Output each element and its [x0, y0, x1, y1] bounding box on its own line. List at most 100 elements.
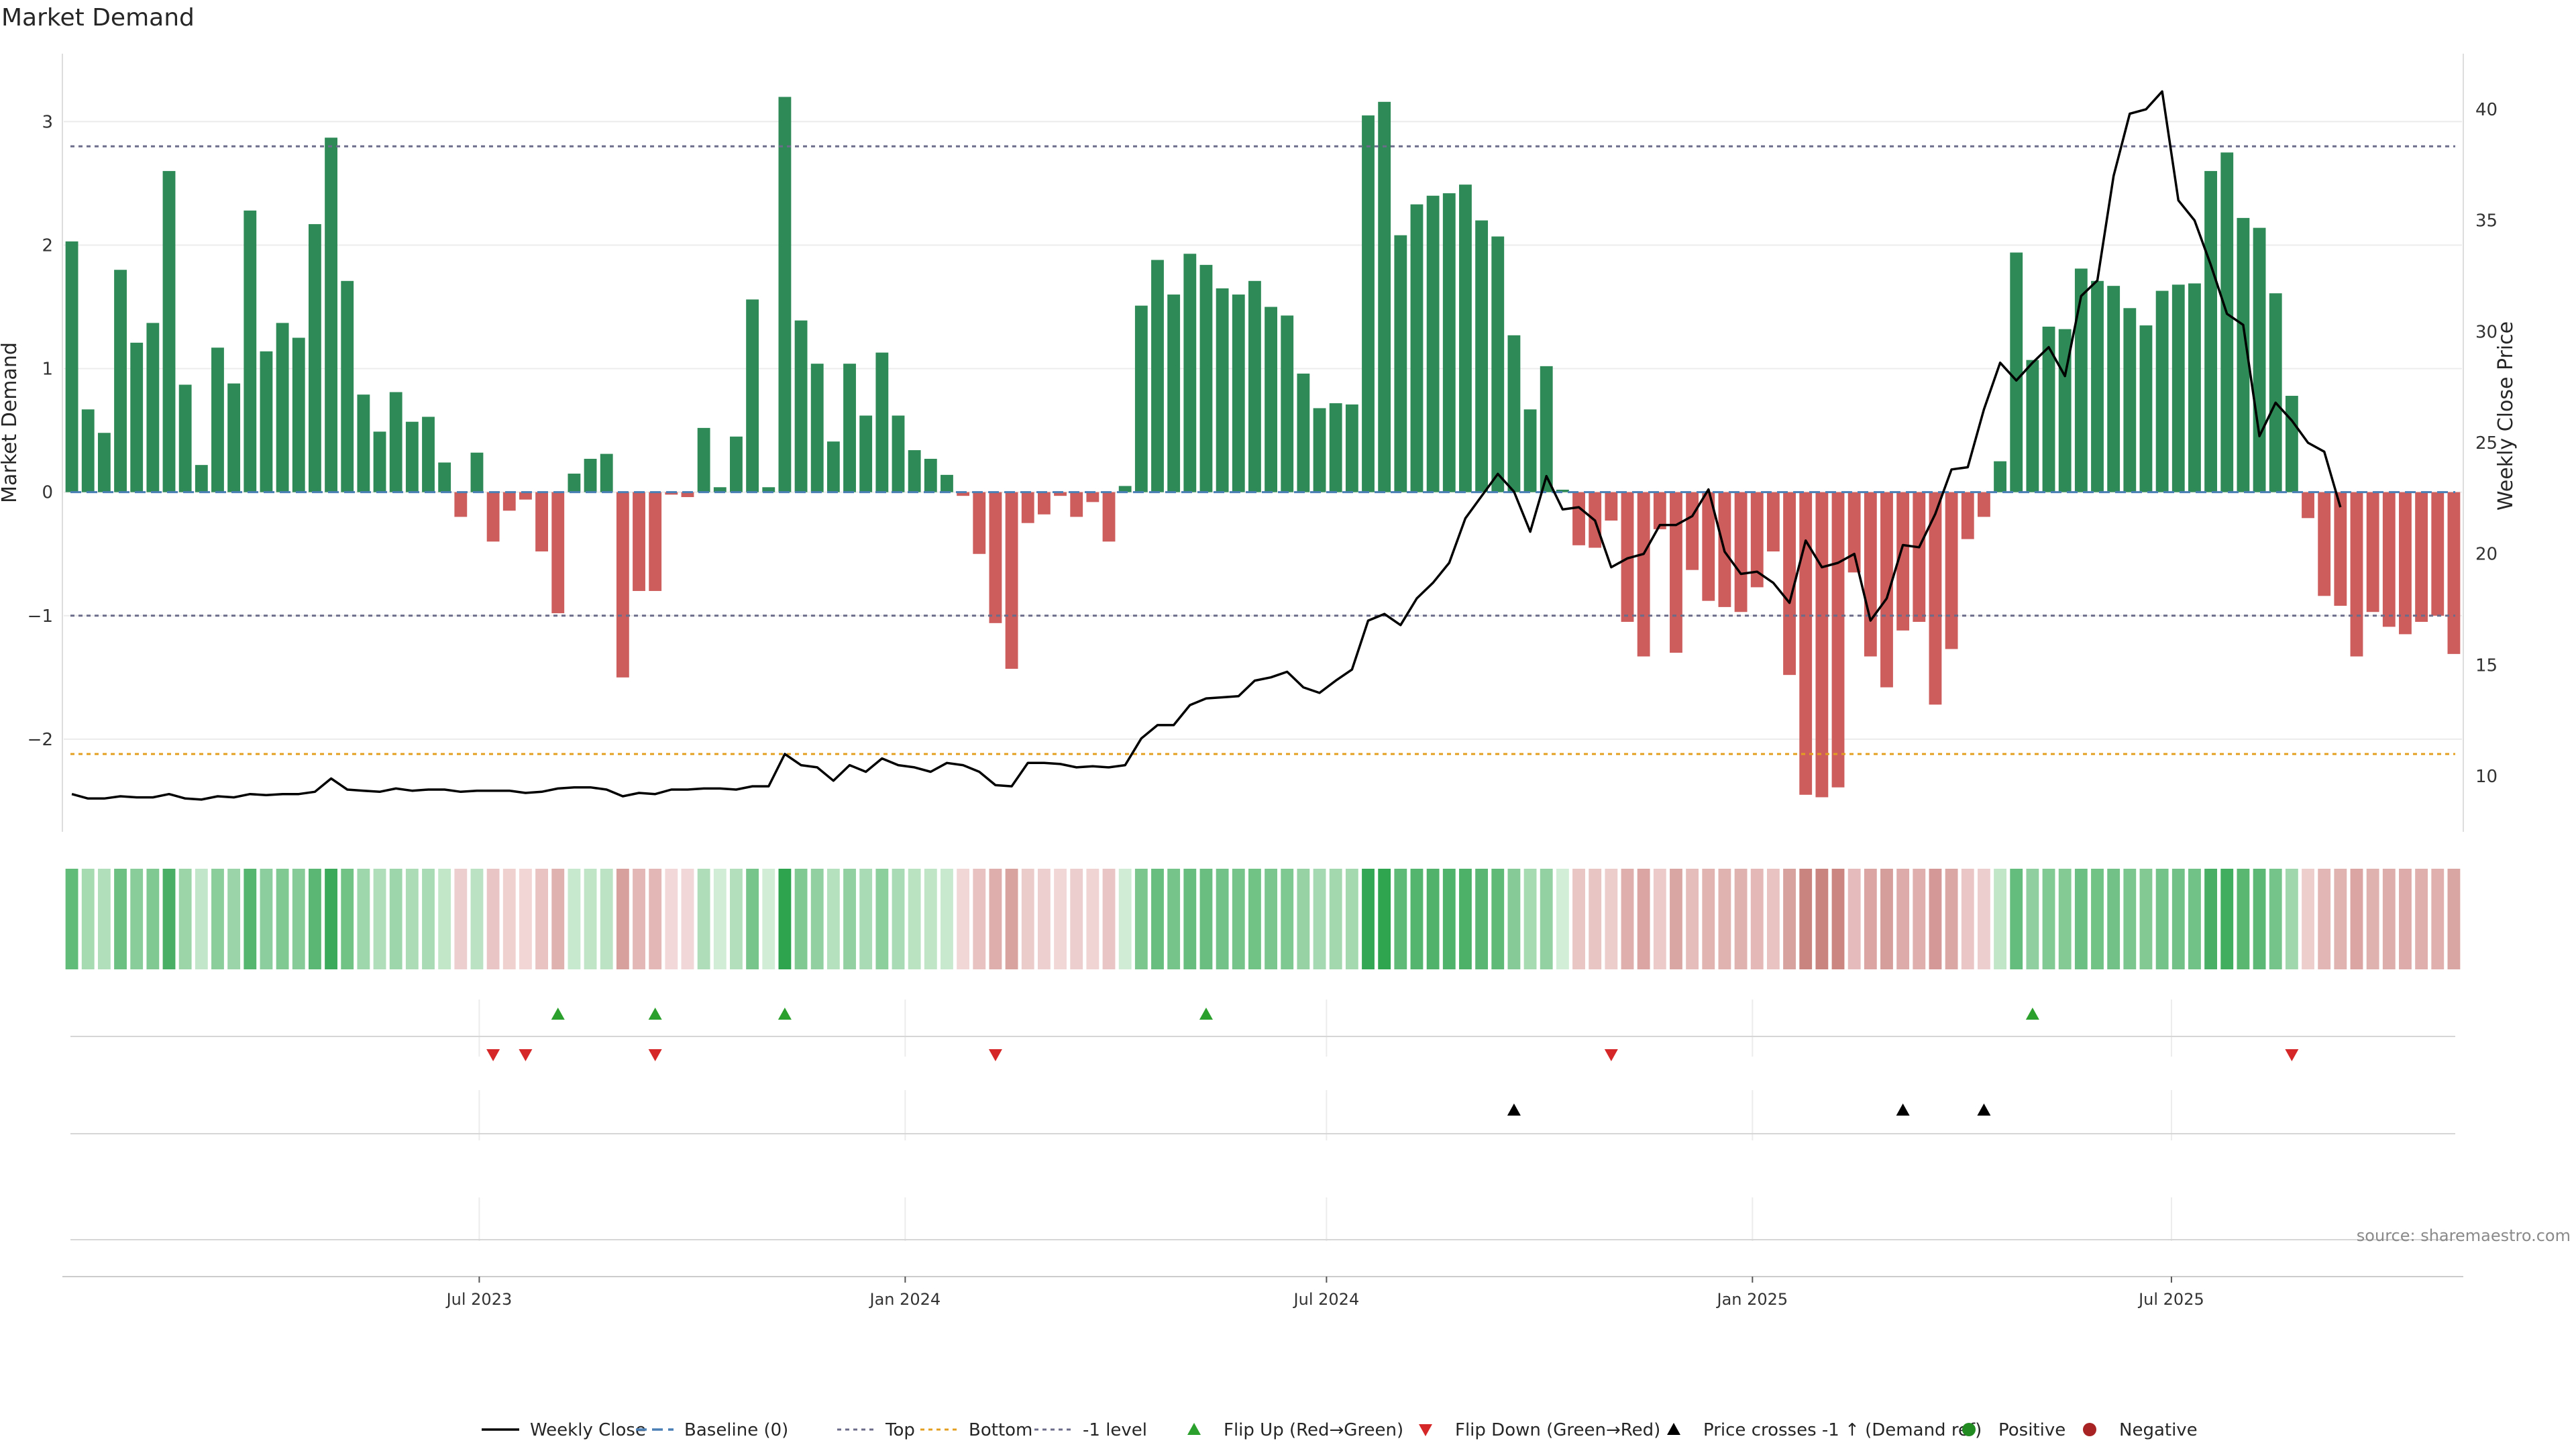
legend-swatch-flip-down [1419, 1424, 1432, 1436]
heat-cell [843, 869, 856, 969]
demand-bar [2237, 217, 2250, 492]
heat-cell [2010, 869, 2023, 969]
demand-bar [227, 383, 241, 492]
demand-bar [1459, 184, 1472, 492]
demand-bar [1281, 315, 1294, 492]
demand-bar [2302, 492, 2314, 519]
heat-cell [826, 869, 840, 969]
heat-cell [1329, 869, 1342, 969]
demand-bar [1799, 492, 1813, 795]
demand-bar [2155, 290, 2169, 492]
heat-cell [973, 869, 986, 969]
legend-item: Price crosses -1 ↑ (Demand ref) [1667, 1420, 1982, 1440]
demand-bar [1265, 307, 1277, 492]
heat-cell [1491, 869, 1505, 969]
heat-cell [162, 869, 176, 969]
x-tick-label: Jul 2024 [1293, 1290, 1360, 1309]
demand-bar [2074, 268, 2088, 492]
heat-cell [1750, 869, 1764, 969]
heat-cell [2399, 869, 2412, 969]
heat-cell [551, 869, 565, 969]
demand-bar [1070, 492, 1083, 517]
heat-cell [2237, 869, 2250, 969]
legend-swatch-positive [1962, 1423, 1976, 1436]
demand-bar [1005, 492, 1018, 669]
heat-cell [81, 869, 95, 969]
heat-cell [1896, 869, 1910, 969]
flip-down-marker [1604, 1049, 1618, 1061]
price-cross-marker [1896, 1104, 1910, 1116]
heat-cell [519, 869, 532, 969]
demand-bar [357, 394, 370, 492]
heat-cell [178, 869, 192, 969]
demand-bar [957, 492, 970, 496]
heat-cell [1637, 869, 1650, 969]
heat-cell [1021, 869, 1034, 969]
demand-bar [746, 299, 759, 492]
demand-bar [1134, 305, 1148, 492]
x-axis: Jul 2023 Jan 2024 Jul 2024 Jan 2025 Jul 2025 [62, 1276, 2463, 1309]
demand-bar [1945, 492, 1958, 649]
heat-cell [810, 869, 824, 969]
heat-cell [1410, 869, 1424, 969]
demand-bar [1605, 492, 1618, 521]
flip-up-marker [2025, 1008, 2039, 1020]
y-tick-label: −2 [28, 730, 53, 750]
heat-cell [1313, 869, 1326, 969]
demand-bar [1362, 115, 1375, 492]
heat-cell [2107, 869, 2121, 969]
heat-cell [697, 869, 710, 969]
y-tick-label: 0 [42, 483, 53, 503]
demand-bar [730, 436, 743, 492]
demand-bar [1621, 492, 1634, 622]
demand-bar [1847, 492, 1861, 573]
heat-cell [2285, 869, 2298, 969]
heat-cell [1718, 869, 1731, 969]
heat-cell [665, 869, 678, 969]
heat-cell [2139, 869, 2153, 969]
heat-cell [308, 869, 321, 969]
demand-bar [373, 431, 386, 492]
demand-bar [2026, 360, 2039, 492]
legend-swatch-price-cross [1667, 1423, 1680, 1435]
heat-cell [746, 869, 759, 969]
heat-cell [1653, 869, 1666, 969]
heat-cell [1086, 869, 1099, 969]
y2-tick-label: 15 [2475, 655, 2498, 676]
legend-swatch-flip-up [1187, 1423, 1201, 1435]
heat-cell [1977, 869, 1990, 969]
demand-bar [665, 492, 678, 495]
demand-bar [1102, 492, 1116, 542]
y2-tick-label: 35 [2475, 211, 2498, 231]
demand-bar [649, 492, 662, 591]
y-tick-label: 1 [42, 360, 53, 380]
heat-cell [1766, 869, 1780, 969]
demand-bar [97, 433, 111, 492]
heat-cell [276, 869, 289, 969]
demand-bar [2139, 325, 2153, 492]
heat-cell [1523, 869, 1537, 969]
y2-tick-label: 30 [2475, 322, 2498, 342]
heat-cell [373, 869, 386, 969]
demand-bar [2171, 284, 2185, 492]
heat-cell [1459, 869, 1472, 969]
demand-bar [2366, 492, 2379, 612]
flip-up-marker [551, 1008, 565, 1020]
heat-cell [1151, 869, 1164, 969]
heat-cell [1378, 869, 1391, 969]
demand-bar [211, 347, 224, 492]
heat-cell [146, 869, 160, 969]
price-cross-marker [1977, 1104, 1991, 1116]
demand-bar [308, 224, 321, 492]
heat-cell [1686, 869, 1699, 969]
heat-cell [65, 869, 78, 969]
heat-cell [875, 869, 889, 969]
demand-bar [1750, 492, 1764, 588]
heat-cell [1864, 869, 1877, 969]
heat-cell [325, 869, 337, 969]
heat-cell [1913, 869, 1926, 969]
demand-bar [114, 270, 127, 492]
heat-cell [2155, 869, 2169, 969]
demand-bar [162, 170, 176, 492]
y-axis-label: Market Demand [0, 342, 21, 503]
